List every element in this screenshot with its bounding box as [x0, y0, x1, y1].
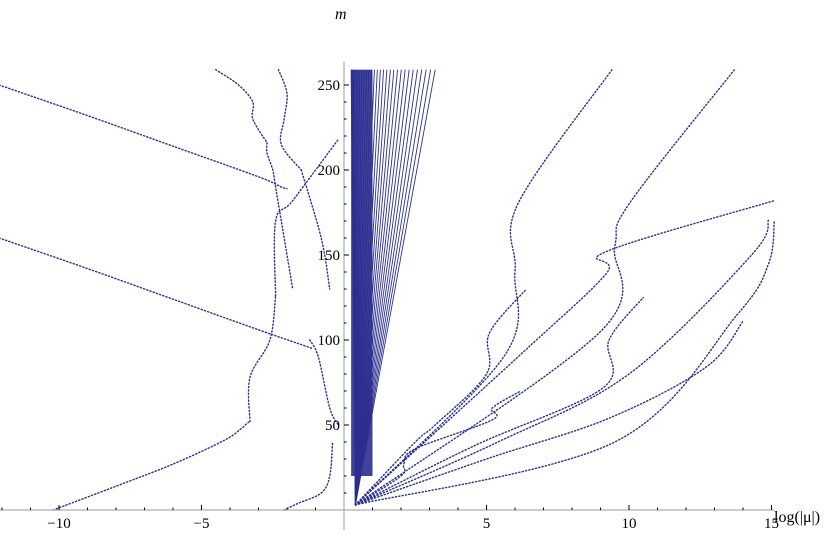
series-curve: [354, 288, 528, 506]
fan-lines: [350, 69, 436, 505]
tick-labels: −10 −5 5 10 15 50 100 150 200 250: [47, 78, 779, 532]
series-curve: [247, 295, 277, 423]
x-axis-title: log(|μ|): [774, 509, 820, 526]
series-curve: [283, 441, 334, 511]
y-tick-label: 50: [325, 418, 340, 434]
curve-group: [0, 69, 776, 511]
y-axis-title: m: [335, 6, 347, 23]
series-curve: [354, 69, 736, 506]
y-tick-label: 150: [318, 248, 341, 264]
axes: [0, 61, 775, 530]
y-tick-label: 200: [318, 163, 341, 179]
x-tick-label: −5: [194, 516, 210, 532]
y-tick-label: 250: [318, 78, 341, 94]
fan-core: [351, 69, 373, 476]
x-tick-label: 15: [764, 516, 779, 532]
series-curve: [273, 138, 339, 297]
x-tick-label: −10: [47, 516, 70, 532]
series-curve: [354, 199, 776, 506]
x-tick-label: 5: [483, 516, 491, 532]
series-curve: [354, 296, 644, 506]
series-curve: [0, 84, 288, 190]
series-curve: [215, 69, 268, 144]
series-curve: [265, 142, 294, 290]
series-curve: [277, 69, 302, 171]
series-curve: [354, 220, 776, 506]
series-curve: [309, 339, 339, 426]
series-curve: [52, 420, 251, 511]
x-tick-label: 10: [622, 516, 637, 532]
series-curve: [354, 218, 770, 506]
series-curve: [354, 320, 744, 506]
series-curve: [0, 237, 314, 350]
series-curve: [300, 169, 331, 290]
series-curve: [354, 69, 613, 506]
y-tick-label: 100: [318, 333, 341, 349]
